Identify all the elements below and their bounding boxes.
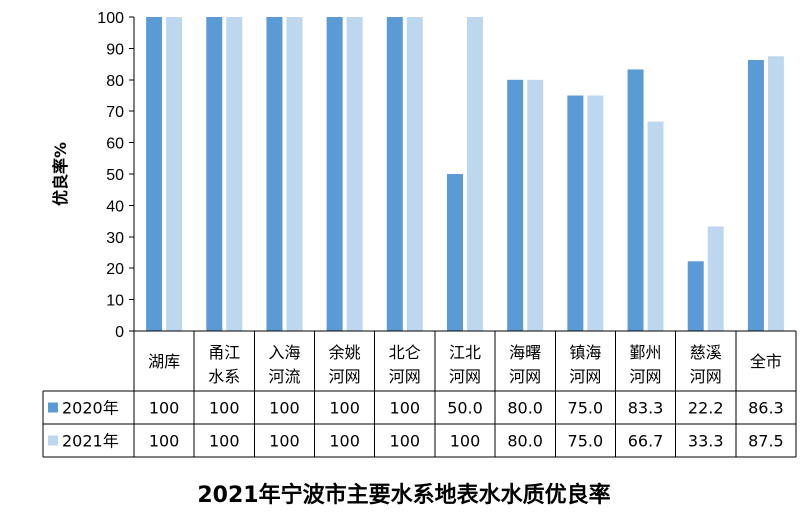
category-label: 河网 (389, 367, 421, 386)
data-label: 75.0 (568, 432, 604, 451)
y-tick-label: 20 (106, 261, 124, 278)
data-label: 100 (149, 399, 180, 418)
category-label: 镇海 (569, 343, 601, 362)
data-label: 100 (209, 399, 240, 418)
data-label: 33.3 (688, 432, 724, 451)
category-label: 全市 (750, 352, 782, 371)
bar-2021 (647, 121, 664, 331)
category-label: 河网 (630, 367, 662, 386)
category-label: 鄞州 (630, 343, 662, 362)
y-tick-label: 50 (106, 167, 124, 184)
bar-2020 (627, 69, 644, 332)
bar-2021 (226, 17, 243, 331)
category-label: 甬江 (208, 343, 240, 362)
bar-2021 (767, 56, 784, 331)
bar-2021 (707, 226, 724, 331)
category-label: 河网 (329, 367, 361, 386)
category-label: 慈溪 (690, 343, 722, 362)
bars (146, 17, 784, 332)
y-tick-label: 60 (106, 136, 124, 153)
data-label: 80.0 (507, 399, 543, 418)
category-label: 河网 (569, 367, 601, 386)
y-tick-label: 80 (106, 73, 124, 90)
data-label: 100 (450, 432, 481, 451)
bar-2020 (266, 17, 283, 331)
bar-2020 (567, 95, 584, 331)
series-name: 2020年 (62, 399, 119, 418)
bar-2021 (286, 17, 303, 331)
chart-title: 2021年宁波市主要水系地表水水质优良率 (197, 482, 610, 508)
category-label: 余姚 (329, 343, 361, 362)
legend-swatch (48, 435, 58, 446)
bar-2021 (346, 17, 363, 331)
bar-2021 (467, 17, 483, 331)
bar-2020 (507, 79, 524, 331)
category-label: 水系 (208, 367, 240, 386)
data-label: 66.7 (628, 432, 664, 451)
data-label: 75.0 (568, 399, 604, 418)
bar-2020 (447, 174, 463, 331)
category-label: 河流 (268, 367, 300, 386)
data-label: 100 (329, 432, 360, 451)
y-tick-label: 90 (106, 41, 124, 58)
data-label: 22.2 (688, 399, 724, 418)
bar-2021 (166, 17, 183, 331)
y-tick-label: 70 (106, 104, 124, 121)
data-label: 100 (390, 399, 421, 418)
bar-2021 (587, 95, 604, 331)
data-label: 86.3 (748, 399, 784, 418)
series-name: 2021年 (62, 432, 119, 451)
category-label: 江北 (449, 343, 481, 362)
data-label: 100 (269, 432, 300, 451)
category-label: 北仑 (389, 343, 421, 362)
y-tick-label: 10 (106, 293, 124, 310)
bar-2020 (146, 17, 163, 331)
data-label: 100 (329, 399, 360, 418)
bar-2021 (527, 79, 544, 331)
bar-2020 (206, 17, 223, 331)
data-label: 100 (149, 432, 180, 451)
bar-2021 (406, 17, 423, 331)
y-tick-label: 0 (115, 324, 124, 341)
data-label: 100 (390, 432, 421, 451)
category-label: 河网 (449, 367, 481, 386)
bar-2020 (386, 17, 403, 331)
y-axis-label: 优良率% (51, 142, 70, 206)
y-tick-label: 40 (106, 198, 124, 215)
category-label: 河网 (509, 367, 541, 386)
data-label: 100 (269, 399, 300, 418)
bar-2020 (747, 60, 764, 331)
bar-2020 (687, 261, 704, 331)
category-label: 河网 (690, 367, 722, 386)
category-label: 海曙 (509, 343, 541, 362)
legend-swatch (48, 402, 58, 413)
data-label: 80.0 (507, 432, 543, 451)
y-axis-ticks: 0 10 20 30 40 50 60 70 80 90 100 (97, 10, 135, 341)
data-label: 100 (209, 432, 240, 451)
data-label: 83.3 (628, 399, 664, 418)
y-tick-label: 100 (97, 10, 124, 27)
y-tick-label: 30 (106, 230, 124, 247)
data-label: 87.5 (748, 432, 784, 451)
category-label: 湖库 (148, 352, 180, 371)
data-label: 50.0 (447, 399, 483, 418)
bar-2020 (326, 17, 343, 331)
category-label: 入海 (268, 343, 300, 362)
